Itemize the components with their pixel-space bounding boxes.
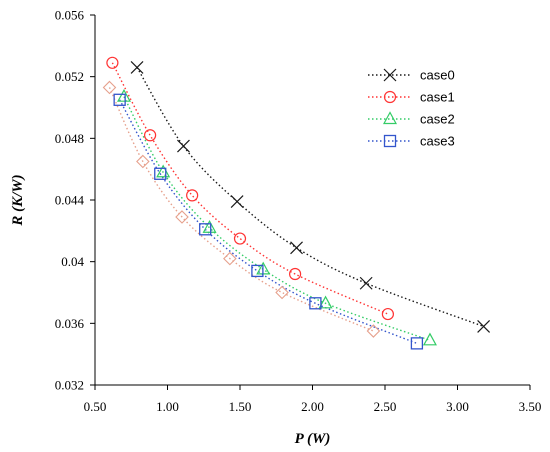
case1-legend-marker xyxy=(383,90,397,104)
case2-point xyxy=(422,332,437,346)
case3-point xyxy=(154,167,167,180)
series-lines xyxy=(108,62,484,345)
x-tick-label: 2.50 xyxy=(374,399,397,414)
series-markers xyxy=(102,56,491,350)
y-tick-label: 0.044 xyxy=(55,193,85,208)
case1-line xyxy=(111,62,389,315)
axes xyxy=(94,15,530,386)
legend-item-case2: case2 xyxy=(368,111,455,127)
case2-line xyxy=(123,96,431,341)
legend-label: case1 xyxy=(420,90,455,105)
x-tick-label: 0.50 xyxy=(84,399,107,414)
series-4-point xyxy=(102,80,117,95)
series-4-point xyxy=(223,251,237,266)
x-tick-label: 3.50 xyxy=(519,399,542,414)
y-tick-label: 0.032 xyxy=(55,378,84,393)
case3-point xyxy=(113,93,126,106)
case0-point xyxy=(230,195,244,208)
legend-item-case1: case1 xyxy=(368,90,455,105)
x-tick-label: 3.00 xyxy=(446,399,469,414)
series-4-point xyxy=(175,210,189,224)
series-4-point xyxy=(275,285,289,300)
case1-point xyxy=(144,129,157,142)
y-tick-label: 0.048 xyxy=(55,131,84,146)
case3-point xyxy=(309,297,322,310)
legend-item-case3: case3 xyxy=(368,134,455,149)
tick-labels: 0.50 1.00 1.50 2.00 2.50 3.00 3.50 0.032 0.036 0.… xyxy=(55,8,542,415)
case0-point xyxy=(290,241,303,255)
x-tick-label: 1.50 xyxy=(229,399,252,414)
y-tick-label: 0.04 xyxy=(61,254,84,269)
series-4-line xyxy=(108,87,374,332)
case3-point xyxy=(199,223,212,236)
y-axis-title: R (K/W) xyxy=(10,174,26,226)
legend: case0 case1 case2 case3 xyxy=(368,68,455,149)
legend-label: case2 xyxy=(420,112,455,127)
case0-point xyxy=(477,319,491,333)
x-axis-title: P (W) xyxy=(295,431,331,447)
x-tick-label: 2.00 xyxy=(301,399,324,414)
case1-point xyxy=(233,232,247,245)
case3-legend-marker xyxy=(383,134,397,148)
x-tick-label: 1.00 xyxy=(156,399,179,414)
case2-point xyxy=(318,295,333,309)
case1-point xyxy=(289,267,302,281)
case0-point xyxy=(130,60,144,74)
case0-legend-marker xyxy=(383,68,397,82)
y-tick-label: 0.052 xyxy=(55,69,84,84)
case1-point xyxy=(186,189,199,202)
legend-label: case0 xyxy=(420,68,455,83)
case0-point xyxy=(359,276,373,290)
case2-legend-marker xyxy=(382,111,398,125)
case0-line xyxy=(136,67,484,328)
series-4-point xyxy=(136,154,150,169)
case3-line xyxy=(119,99,418,345)
case1-point xyxy=(106,56,119,69)
y-tick-label: 0.036 xyxy=(55,316,85,331)
case3-point xyxy=(410,337,424,350)
case1-point xyxy=(381,307,394,321)
y-tick-label: 0.056 xyxy=(55,8,85,23)
case0-point xyxy=(177,139,190,153)
case3-point xyxy=(251,264,264,278)
series-4-point xyxy=(366,324,381,338)
case2-point xyxy=(202,219,217,233)
legend-label: case3 xyxy=(420,134,455,149)
case2-point xyxy=(116,88,132,102)
legend-item-case0: case0 xyxy=(368,68,455,83)
